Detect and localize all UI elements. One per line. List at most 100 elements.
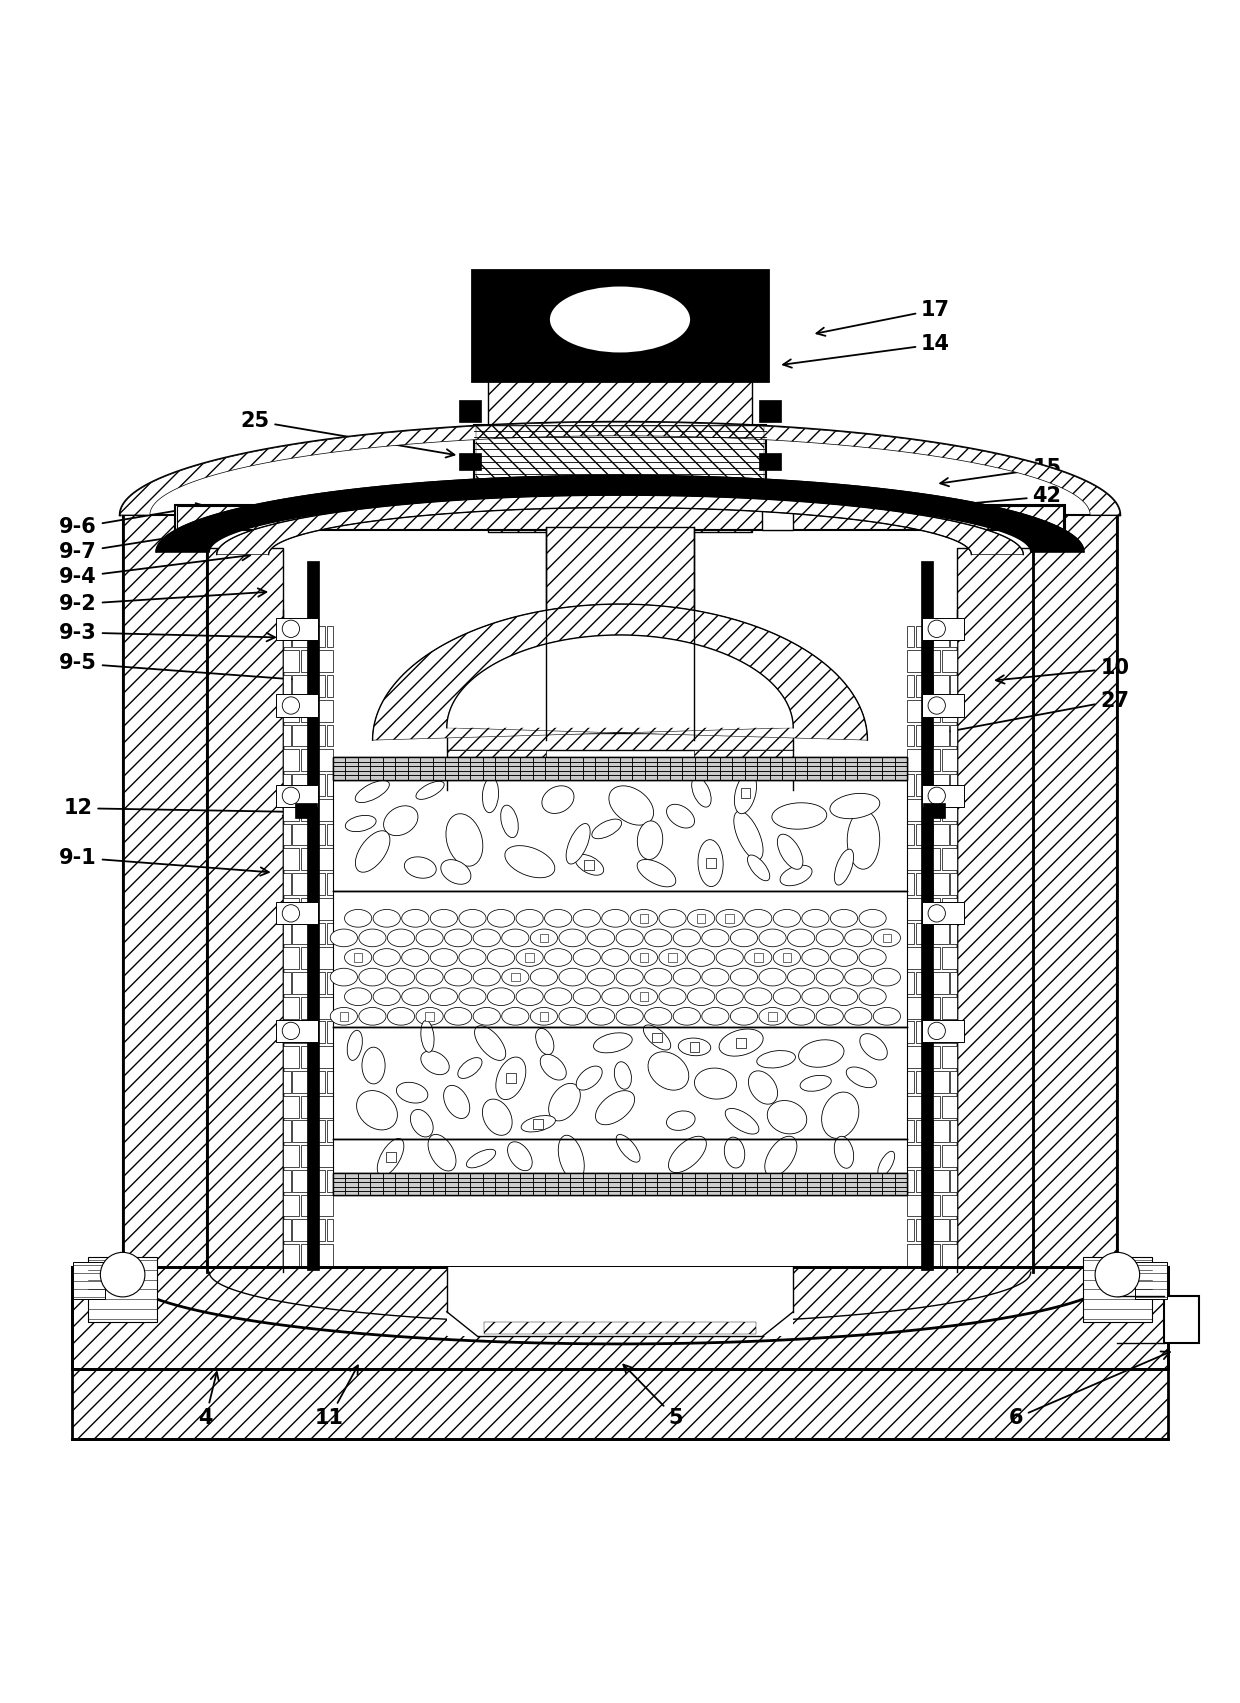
Bar (284, 824, 290, 845)
Ellipse shape (373, 988, 401, 1005)
Ellipse shape (787, 969, 815, 986)
Ellipse shape (387, 969, 414, 986)
Bar (906, 1121, 914, 1143)
Bar (941, 700, 956, 722)
Ellipse shape (616, 1134, 640, 1161)
Bar (782, 954, 791, 962)
Ellipse shape (595, 1090, 635, 1124)
Bar (293, 1219, 308, 1241)
Text: 17: 17 (816, 300, 950, 335)
Bar (941, 1095, 956, 1117)
Bar (906, 1144, 923, 1167)
Ellipse shape (345, 988, 372, 1005)
Ellipse shape (573, 988, 600, 1005)
Ellipse shape (715, 949, 743, 966)
Ellipse shape (420, 1020, 434, 1052)
Ellipse shape (730, 1008, 758, 1025)
Ellipse shape (445, 930, 471, 947)
Ellipse shape (756, 1051, 795, 1068)
Ellipse shape (402, 909, 429, 926)
Bar (284, 996, 299, 1018)
Ellipse shape (362, 1047, 386, 1083)
Bar (915, 874, 931, 894)
Bar (759, 453, 781, 470)
Ellipse shape (387, 930, 414, 947)
Bar (88, 1257, 157, 1322)
Bar (301, 700, 316, 722)
Bar (319, 1245, 334, 1265)
Bar (308, 560, 320, 1270)
Bar (950, 972, 956, 995)
Bar (310, 1071, 325, 1093)
Bar (327, 824, 334, 845)
Ellipse shape (724, 1138, 745, 1168)
Polygon shape (210, 1272, 1030, 1325)
Ellipse shape (559, 930, 587, 947)
Bar (915, 824, 931, 845)
Bar (301, 651, 316, 673)
Circle shape (283, 697, 300, 714)
Bar (327, 972, 334, 995)
Ellipse shape (616, 1008, 644, 1025)
Bar (941, 1144, 956, 1167)
Ellipse shape (759, 1008, 786, 1025)
Bar (506, 1073, 516, 1083)
Bar (293, 874, 308, 894)
Ellipse shape (859, 988, 887, 1005)
Bar (301, 947, 316, 969)
Bar (924, 1144, 940, 1167)
Bar (284, 1219, 290, 1241)
Ellipse shape (516, 909, 543, 926)
Bar (293, 724, 308, 746)
Ellipse shape (774, 949, 801, 966)
Bar (950, 1170, 956, 1192)
Ellipse shape (745, 909, 771, 926)
Bar (310, 824, 325, 845)
Bar (906, 1219, 914, 1241)
Bar (446, 732, 794, 749)
Ellipse shape (383, 806, 418, 836)
Ellipse shape (440, 860, 471, 884)
Bar (334, 780, 906, 891)
Bar (921, 695, 963, 717)
Bar (956, 548, 1033, 1272)
Ellipse shape (415, 969, 443, 986)
Ellipse shape (536, 1029, 554, 1054)
Ellipse shape (831, 949, 858, 966)
Bar (668, 954, 677, 962)
Ellipse shape (496, 1058, 526, 1100)
Ellipse shape (694, 1068, 737, 1098)
Bar (293, 1071, 308, 1093)
Ellipse shape (358, 1008, 386, 1025)
Bar (327, 923, 334, 943)
Bar (319, 848, 334, 870)
Ellipse shape (873, 969, 900, 986)
Bar (915, 923, 931, 943)
Bar (175, 506, 1065, 530)
Ellipse shape (799, 1041, 844, 1068)
Ellipse shape (548, 1083, 580, 1121)
Bar (301, 1144, 316, 1167)
Bar (301, 897, 316, 920)
Bar (334, 758, 906, 780)
Bar (941, 897, 956, 920)
Ellipse shape (645, 1008, 672, 1025)
Ellipse shape (645, 969, 672, 986)
Ellipse shape (430, 949, 458, 966)
Bar (941, 996, 956, 1018)
Circle shape (283, 620, 300, 637)
Bar (906, 996, 923, 1018)
Bar (906, 1170, 914, 1192)
Bar (123, 514, 207, 1272)
Ellipse shape (816, 1008, 843, 1025)
Ellipse shape (430, 988, 458, 1005)
Ellipse shape (591, 819, 621, 838)
Bar (526, 954, 534, 962)
Bar (906, 1071, 914, 1093)
Bar (334, 1173, 906, 1196)
Bar (334, 1027, 906, 1139)
Ellipse shape (668, 1136, 707, 1173)
Circle shape (283, 1022, 300, 1039)
Bar (293, 625, 308, 647)
Ellipse shape (573, 909, 600, 926)
